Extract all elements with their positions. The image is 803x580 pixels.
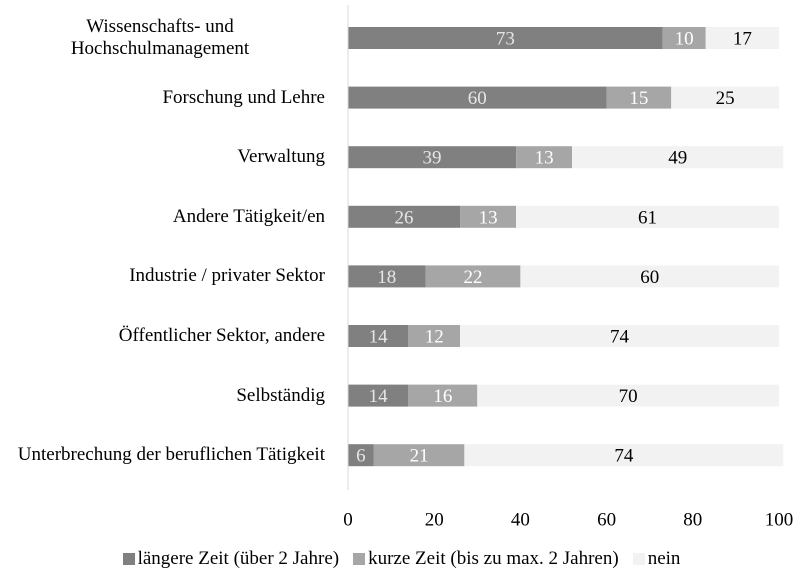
data-label: 26 xyxy=(395,207,414,228)
category-label: Selbständig xyxy=(0,366,325,426)
bar-segment xyxy=(671,86,779,109)
data-label: 74 xyxy=(610,327,630,348)
x-tick-label: 60 xyxy=(597,510,616,531)
bar-segment xyxy=(425,265,521,288)
legend-label: kurze Zeit (bis zu max. 2 Jahren) xyxy=(368,548,619,569)
legend: längere Zeit (über 2 Jahre) kurze Zeit (b… xyxy=(0,548,803,570)
category-label: Andere Tätigkeit/en xyxy=(0,187,325,247)
bar-segment xyxy=(408,384,478,407)
bar-segment xyxy=(348,265,426,288)
category-text: Selbständig xyxy=(236,384,325,406)
category-text: Industrie / privater Sektor xyxy=(129,265,325,287)
data-label: 49 xyxy=(668,148,687,169)
category-text: Andere Tätigkeit/en xyxy=(172,205,325,227)
data-label: 12 xyxy=(425,327,444,348)
bar-segment xyxy=(348,205,461,228)
data-label: 14 xyxy=(369,327,389,348)
bar-segment xyxy=(348,86,607,109)
data-label: 39 xyxy=(423,148,442,169)
x-tick-label: 100 xyxy=(765,510,794,531)
bar-segment xyxy=(464,444,784,467)
bar-segment xyxy=(373,444,465,467)
legend-label: längere Zeit (über 2 Jahre) xyxy=(137,548,340,569)
category-label: Wissenschafts- und Hochschulmanagement xyxy=(0,8,325,68)
data-label: 22 xyxy=(463,267,482,288)
bar-segment xyxy=(477,384,779,407)
data-label: 10 xyxy=(675,29,694,50)
category-label: Forschung und Lehre xyxy=(0,68,325,128)
data-label: 18 xyxy=(377,267,396,288)
data-label: 15 xyxy=(629,88,648,109)
data-label: 74 xyxy=(614,446,634,467)
bar-segment xyxy=(606,86,672,109)
category-label: Unterbrechung der beruflichen Tätigkeit xyxy=(0,425,325,485)
legend-item: längere Zeit (über 2 Jahre) xyxy=(122,548,340,570)
data-label: 25 xyxy=(716,88,735,109)
category-text: Forschung und Lehre xyxy=(162,86,325,108)
bar-segment xyxy=(516,205,779,228)
legend-item: nein xyxy=(632,548,681,570)
data-label: 60 xyxy=(468,88,487,109)
category-label: Öffentlicher Sektor, andere xyxy=(0,306,325,366)
category-label: Verwaltung xyxy=(0,127,325,187)
legend-swatch xyxy=(632,553,645,565)
data-label: 21 xyxy=(410,446,429,467)
bar-segment xyxy=(408,325,461,347)
legend-swatch xyxy=(353,553,366,565)
legend-swatch xyxy=(122,553,135,565)
data-label: 73 xyxy=(496,29,515,50)
data-label: 70 xyxy=(619,386,638,407)
bar-segment xyxy=(572,146,784,169)
bar-segment xyxy=(348,325,409,347)
x-tick-label: 40 xyxy=(511,510,530,531)
bar-segment xyxy=(348,27,663,49)
data-label: 13 xyxy=(479,207,498,228)
category-text: Unterbrechung der beruflichen Tätigkeit xyxy=(17,444,325,466)
category-label: Industrie / privater Sektor xyxy=(0,246,325,306)
bar-segment xyxy=(516,146,573,169)
bar-segment xyxy=(460,205,517,228)
x-tick-label: 0 xyxy=(343,510,353,531)
data-label: 14 xyxy=(369,386,389,407)
category-text: Wissenschafts- und Hochschulmanagement xyxy=(70,16,250,59)
data-label: 17 xyxy=(733,29,752,50)
bar-segment xyxy=(662,27,706,49)
legend-label: nein xyxy=(647,548,681,569)
bar-segment xyxy=(460,325,779,347)
data-label: 60 xyxy=(640,267,659,288)
bar-segment xyxy=(705,27,779,49)
x-tick-label: 80 xyxy=(683,510,702,531)
data-label: 13 xyxy=(535,148,554,169)
bar-segment xyxy=(348,384,409,407)
legend-item: kurze Zeit (bis zu max. 2 Jahren) xyxy=(353,548,619,570)
bar-segment xyxy=(520,265,779,288)
category-text: Öffentlicher Sektor, andere xyxy=(118,325,325,346)
category-text: Verwaltung xyxy=(237,146,325,168)
bar-segment xyxy=(348,146,517,169)
bar-segment xyxy=(348,444,374,467)
data-label: 6 xyxy=(356,446,366,467)
data-label: 61 xyxy=(638,207,657,228)
data-label: 16 xyxy=(433,386,452,407)
x-tick-label: 20 xyxy=(425,510,444,531)
